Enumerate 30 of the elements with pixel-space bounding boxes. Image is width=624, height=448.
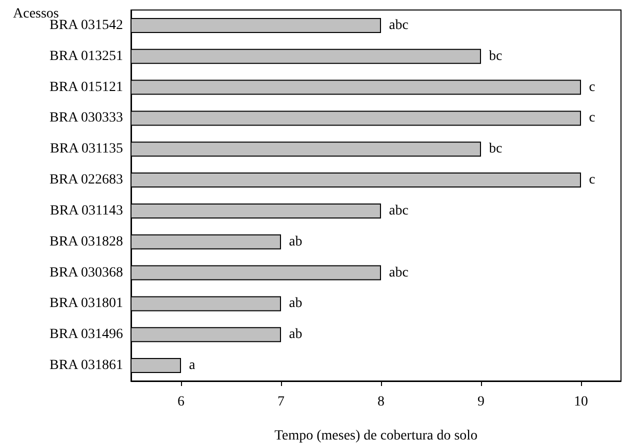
x-tick-label: 9 xyxy=(478,394,484,410)
data-label: ab xyxy=(289,327,302,342)
x-tick-label: 7 xyxy=(278,394,284,410)
data-label: a xyxy=(189,358,196,374)
data-label: c xyxy=(589,110,596,126)
y-tick-label: BRA 031496 xyxy=(49,327,123,342)
x-tick-label: 10 xyxy=(574,394,588,410)
y-tick-label: BRA 022683 xyxy=(49,172,123,188)
y-tick-label: BRA 031861 xyxy=(49,358,123,374)
y-tick-label: BRA 031801 xyxy=(49,296,123,312)
y-tick-label: BRA 015121 xyxy=(49,80,123,95)
data-label: ab xyxy=(289,296,302,312)
data-label: bc xyxy=(489,142,502,157)
data-label: c xyxy=(589,172,596,188)
data-label: abc xyxy=(389,203,408,218)
data-label: abc xyxy=(389,265,408,280)
y-tick-label: BRA 013251 xyxy=(49,48,123,64)
data-label: c xyxy=(589,80,596,95)
data-label: bc xyxy=(489,48,502,64)
x-tick-label: 6 xyxy=(178,394,184,410)
y-tick-label: BRA 031135 xyxy=(50,142,123,157)
y-tick-label: BRA 030333 xyxy=(49,110,123,126)
x-axis-title: Tempo (meses) de cobertura do solo xyxy=(274,428,478,444)
data-label: abc xyxy=(389,18,408,33)
y-tick-label: BRA 031143 xyxy=(50,203,123,218)
y-tick-label: BRA 030368 xyxy=(49,265,123,280)
data-label: ab xyxy=(289,234,302,250)
x-tick-label: 8 xyxy=(378,394,384,410)
y-tick-label: BRA 031542 xyxy=(49,18,123,33)
y-tick-label: BRA 031828 xyxy=(49,234,123,250)
